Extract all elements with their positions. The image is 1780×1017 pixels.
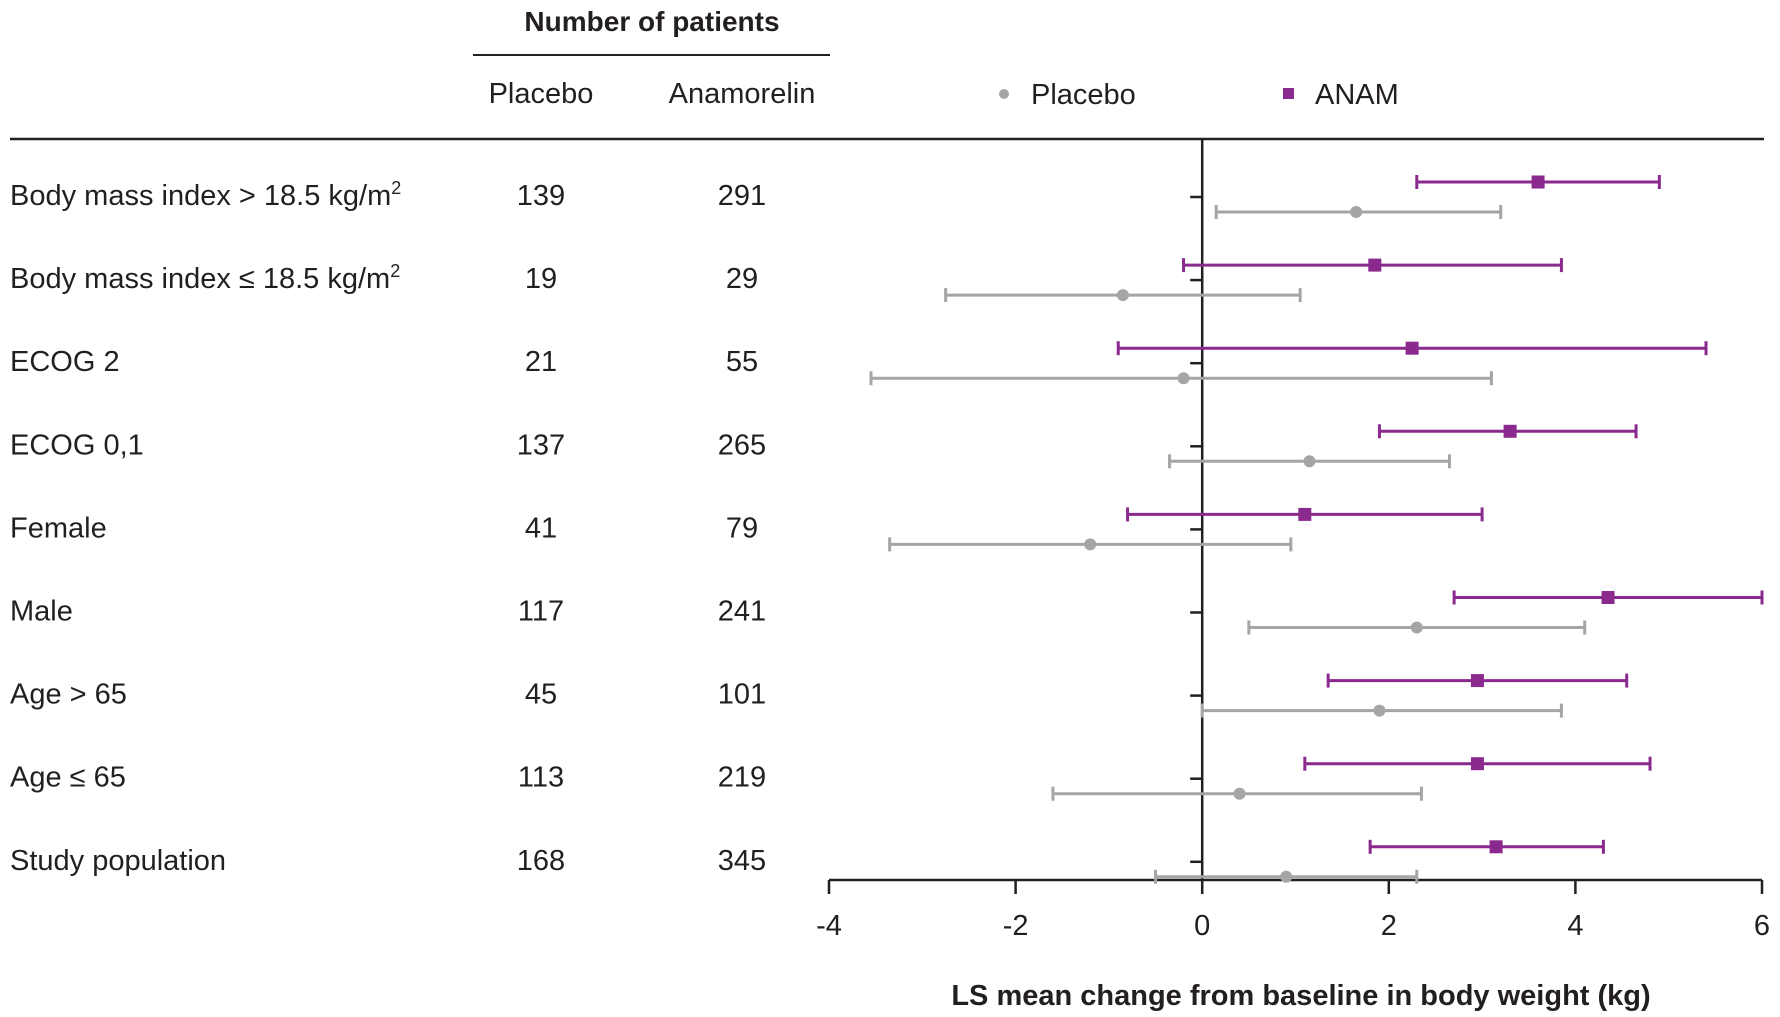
placebo-point [1280, 870, 1293, 883]
count-anamorelin: 55 [726, 346, 758, 378]
column-header-anamorelin: Anamorelin [669, 78, 816, 110]
row-label: Age > 65 [10, 679, 127, 711]
row-label: Body mass index > 18.5 kg/m2 [10, 178, 401, 212]
anam-point [1601, 591, 1615, 604]
plot-area [869, 139, 1764, 884]
legend-anam-marker [1283, 88, 1294, 99]
placebo-point [1350, 206, 1363, 218]
x-tick-label: 4 [1567, 910, 1583, 942]
placebo-point [1084, 538, 1097, 551]
count-anamorelin: 291 [718, 180, 766, 212]
count-anamorelin: 265 [718, 429, 766, 461]
anam-point [1368, 258, 1382, 272]
count-placebo: 41 [525, 512, 557, 544]
x-tick-label: 2 [1381, 910, 1397, 942]
anam-point [1503, 424, 1517, 438]
superscript: 2 [390, 261, 400, 281]
anam-point [1298, 507, 1312, 521]
rows: Body mass index > 18.5 kg/m2 139 291 Body m… [10, 178, 766, 877]
count-placebo: 19 [525, 263, 557, 295]
placebo-point [1177, 372, 1190, 385]
x-tick-label: -4 [816, 910, 842, 942]
superscript: 2 [391, 178, 401, 198]
legend-anam-label: ANAM [1315, 79, 1399, 111]
row-label: Body mass index ≤ 18.5 kg/m2 [10, 261, 400, 295]
legend-placebo-label: Placebo [1031, 79, 1136, 111]
legend: Placebo ANAM [999, 79, 1399, 111]
placebo-point [1410, 621, 1423, 634]
row-label: Age ≤ 65 [10, 762, 126, 794]
placebo-point [1373, 704, 1386, 717]
count-placebo: 117 [518, 596, 564, 628]
count-anamorelin: 79 [726, 512, 758, 544]
anam-point [1531, 175, 1545, 189]
anam-point [1405, 341, 1419, 355]
x-axis: -4 -2 0 2 4 6 [816, 878, 1770, 942]
count-placebo: 45 [525, 679, 557, 711]
x-tick-label: -2 [1003, 910, 1029, 942]
count-placebo: 21 [525, 346, 557, 378]
x-tick-label: 0 [1194, 910, 1210, 942]
number-of-patients-heading: Number of patients [524, 6, 779, 37]
count-placebo: 168 [517, 845, 565, 877]
row-label: Study population [10, 845, 226, 877]
x-tick-label: 6 [1754, 910, 1770, 942]
placebo-point [1233, 787, 1246, 800]
count-placebo: 139 [517, 180, 565, 212]
row-label: Male [10, 596, 73, 628]
anam-point [1470, 674, 1484, 688]
row-label: ECOG 2 [10, 346, 120, 378]
legend-placebo-marker [999, 89, 1009, 99]
count-anamorelin: 101 [718, 679, 766, 711]
count-placebo: 137 [517, 429, 565, 461]
row-label: ECOG 0,1 [10, 429, 144, 461]
count-anamorelin: 345 [718, 845, 766, 877]
count-anamorelin: 219 [718, 762, 766, 794]
anam-point [1470, 757, 1484, 771]
anam-point [1489, 840, 1503, 854]
row-label: Female [10, 512, 107, 544]
x-axis-title: LS mean change from baseline in body wei… [951, 980, 1650, 1012]
placebo-point [1116, 289, 1129, 302]
count-anamorelin: 29 [726, 263, 758, 295]
count-anamorelin: 241 [718, 596, 766, 628]
column-header-placebo: Placebo [489, 78, 594, 110]
count-placebo: 113 [518, 762, 564, 794]
placebo-point [1303, 455, 1316, 468]
